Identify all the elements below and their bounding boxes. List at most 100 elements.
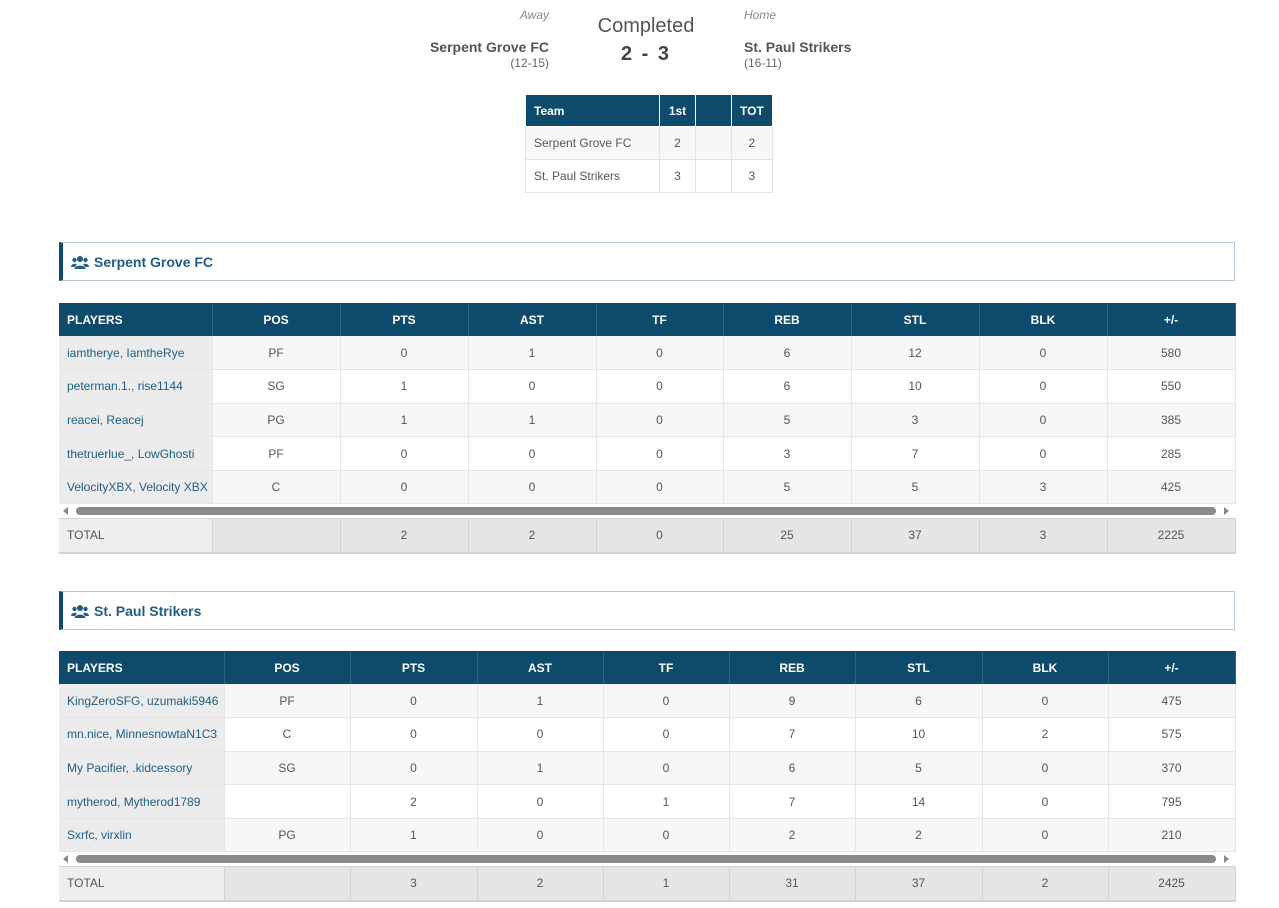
player-name-link[interactable]: peterman.1., rise1144 [59, 369, 213, 404]
column-header-stl[interactable]: STL [851, 303, 980, 336]
horizontal-scrollbar[interactable] [59, 852, 1235, 866]
team-header-st-paul: St. Paul Strikers [59, 591, 1235, 630]
stat-tf: 0 [603, 751, 730, 786]
stat-tf: 0 [596, 403, 724, 438]
table-row: reacei, Reacej PG 1 1 0 5 3 0 385 [59, 403, 1236, 438]
stat-stl: 5 [855, 751, 983, 786]
stat-reb: 7 [729, 784, 856, 819]
totals-row: TOTAL 3 2 1 31 37 2 2425 [59, 866, 1236, 902]
column-header-players[interactable]: PLAYERS [59, 651, 225, 684]
stat-reb: 6 [723, 336, 852, 371]
column-header-plus-minus[interactable]: +/- [1107, 303, 1236, 336]
column-header-pts[interactable]: PTS [350, 651, 478, 684]
stat-pts: 1 [350, 818, 478, 853]
stat-reb: 6 [729, 751, 856, 786]
column-header-blk[interactable]: BLK [979, 303, 1108, 336]
game-status: Completed [597, 15, 695, 37]
column-header-ast[interactable]: AST [477, 651, 604, 684]
stat-reb: 3 [723, 436, 852, 471]
column-header-ast[interactable]: AST [468, 303, 597, 336]
player-name-link[interactable]: reacei, Reacej [59, 403, 213, 438]
column-header-blk[interactable]: BLK [982, 651, 1109, 684]
linescore-header-row: Team 1st TOT [525, 94, 773, 127]
player-name-link[interactable]: My Pacifier, .kidcessory [59, 751, 225, 786]
player-name-link[interactable]: mytherod, Mytherod1789 [59, 784, 225, 819]
linescore-tot: 2 [731, 126, 773, 160]
stat-pts: 1 [340, 403, 469, 438]
stat-pos: PF [212, 436, 341, 471]
player-name-link[interactable]: VelocityXBX, Velocity XBX [59, 470, 213, 505]
box-body: KingZeroSFG, uzumaki5946 PF 0 1 0 9 6 0 475 mn.ni… [59, 684, 1236, 853]
stat-stl: 14 [855, 784, 983, 819]
stat-pts: 0 [350, 684, 478, 719]
column-header-plus-minus[interactable]: +/- [1108, 651, 1236, 684]
table-row: VelocityXBX, Velocity XBX C 0 0 0 5 5 3 425 [59, 470, 1236, 505]
team-header-serpent-grove: Serpent Grove FC [59, 242, 1235, 281]
stat-plus-minus: 385 [1107, 403, 1236, 438]
scroll-right-arrow-icon[interactable] [1224, 855, 1229, 863]
column-header-tf[interactable]: TF [603, 651, 730, 684]
totals-table-st-paul: TOTAL 3 2 1 31 37 2 2425 [59, 866, 1236, 902]
stat-plus-minus: 475 [1108, 684, 1236, 719]
player-name-link[interactable]: iamtherye, IamtheRye [59, 336, 213, 371]
scroll-left-arrow-icon[interactable] [63, 855, 68, 863]
column-header-pts[interactable]: PTS [340, 303, 469, 336]
scrollbar-thumb[interactable] [76, 507, 1216, 515]
stat-stl: 3 [851, 403, 980, 438]
game-status-block: Completed 2 - 3 [546, 13, 746, 66]
stat-stl: 10 [851, 369, 980, 404]
stat-blk: 0 [982, 818, 1109, 853]
stat-pts: 0 [350, 717, 478, 752]
stat-plus-minus: 575 [1108, 717, 1236, 752]
total-stl: 37 [855, 866, 983, 902]
linescore-1st: 3 [659, 159, 696, 193]
users-icon [71, 604, 89, 618]
column-header-stl[interactable]: STL [855, 651, 983, 684]
stat-blk: 0 [982, 751, 1109, 786]
scroll-right-arrow-icon[interactable] [1224, 507, 1229, 515]
column-header-tf[interactable]: TF [596, 303, 724, 336]
player-name-link[interactable]: thetruerlue_, LowGhosti [59, 436, 213, 471]
linescore-row: Serpent Grove FC 2 2 [525, 126, 773, 160]
stat-tf: 1 [603, 784, 730, 819]
linescore-team: St. Paul Strikers [525, 159, 660, 193]
stat-stl: 5 [851, 470, 980, 505]
users-icon [71, 255, 89, 269]
total-blk: 2 [982, 866, 1109, 902]
total-plus-minus: 2225 [1107, 518, 1236, 554]
scroll-left-arrow-icon[interactable] [63, 507, 68, 515]
table-row: peterman.1., rise1144 SG 1 0 0 6 10 0 550 [59, 369, 1236, 404]
linescore-row: St. Paul Strikers 3 3 [525, 159, 773, 193]
column-header-pos[interactable]: POS [224, 651, 351, 684]
player-name-link[interactable]: Sxrfc, virxlin [59, 818, 225, 853]
player-name-link[interactable]: KingZeroSFG, uzumaki5946 [59, 684, 225, 719]
stat-pts: 2 [350, 784, 478, 819]
stat-reb: 6 [723, 369, 852, 404]
away-team-name: Serpent Grove FC [429, 39, 549, 55]
stat-blk: 2 [982, 717, 1109, 752]
stat-tf: 0 [603, 818, 730, 853]
column-header-reb[interactable]: REB [723, 303, 852, 336]
stat-plus-minus: 795 [1108, 784, 1236, 819]
stat-tf: 0 [603, 717, 730, 752]
away-team-block: Away Serpent Grove FC (12-15) [430, 7, 549, 71]
total-reb: 25 [723, 518, 852, 554]
horizontal-scrollbar[interactable] [59, 504, 1235, 518]
stat-stl: 2 [855, 818, 983, 853]
linescore-tot: 3 [731, 159, 773, 193]
stat-pts: 0 [350, 751, 478, 786]
column-header-reb[interactable]: REB [729, 651, 856, 684]
player-name-link[interactable]: mn.nice, MinnesnowtaN1C3 [59, 717, 225, 752]
total-reb: 31 [729, 866, 856, 902]
stat-plus-minus: 425 [1107, 470, 1236, 505]
stat-stl: 6 [855, 684, 983, 719]
scrollbar-thumb[interactable] [76, 855, 1216, 863]
total-pts: 3 [350, 866, 478, 902]
final-score: 2 - 3 [620, 43, 672, 65]
stat-reb: 2 [729, 818, 856, 853]
column-header-players[interactable]: PLAYERS [59, 303, 213, 336]
total-ast: 2 [468, 518, 597, 554]
stat-stl: 7 [851, 436, 980, 471]
column-header-pos[interactable]: POS [212, 303, 341, 336]
stat-reb: 5 [723, 470, 852, 505]
